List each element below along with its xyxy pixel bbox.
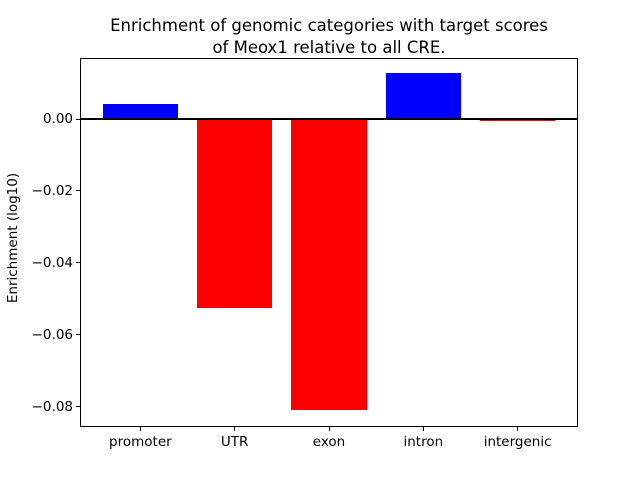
y-tick-label: −0.08 <box>31 398 73 415</box>
x-tick-label-exon: exon <box>312 434 346 450</box>
bar-UTR <box>196 119 273 308</box>
bar-intergenic <box>479 119 556 122</box>
zero-line <box>81 118 577 121</box>
x-tick-mark <box>517 427 519 431</box>
chart-title-line2: of Meox1 relative to all CRE. <box>212 38 446 58</box>
x-tick-mark <box>328 427 330 431</box>
y-tick-mark <box>76 118 80 120</box>
x-tick-mark <box>422 427 424 431</box>
bar-promoter <box>102 103 179 120</box>
y-tick-mark <box>76 262 80 264</box>
x-tick-label-promoter: promoter <box>109 434 172 450</box>
x-tick-label-intron: intron <box>403 434 444 450</box>
x-tick-mark <box>139 427 141 431</box>
y-tick-mark <box>76 190 80 192</box>
y-tick-label: 0.00 <box>42 111 73 128</box>
bar-exon <box>291 119 367 410</box>
bar-intron <box>385 73 462 120</box>
y-tick-label: −0.02 <box>31 182 73 199</box>
y-tick-mark <box>76 334 80 336</box>
y-tick-mark <box>76 406 80 408</box>
chart-title: Enrichment of genomic categories with ta… <box>80 15 578 60</box>
chart-title-line1: Enrichment of genomic categories with ta… <box>110 16 548 35</box>
x-tick-mark <box>234 427 236 431</box>
x-tick-label-UTR: UTR <box>220 434 249 450</box>
x-tick-label-intergenic: intergenic <box>483 434 552 450</box>
y-tick-label: −0.06 <box>31 326 73 343</box>
y-tick-label: −0.04 <box>31 254 73 271</box>
